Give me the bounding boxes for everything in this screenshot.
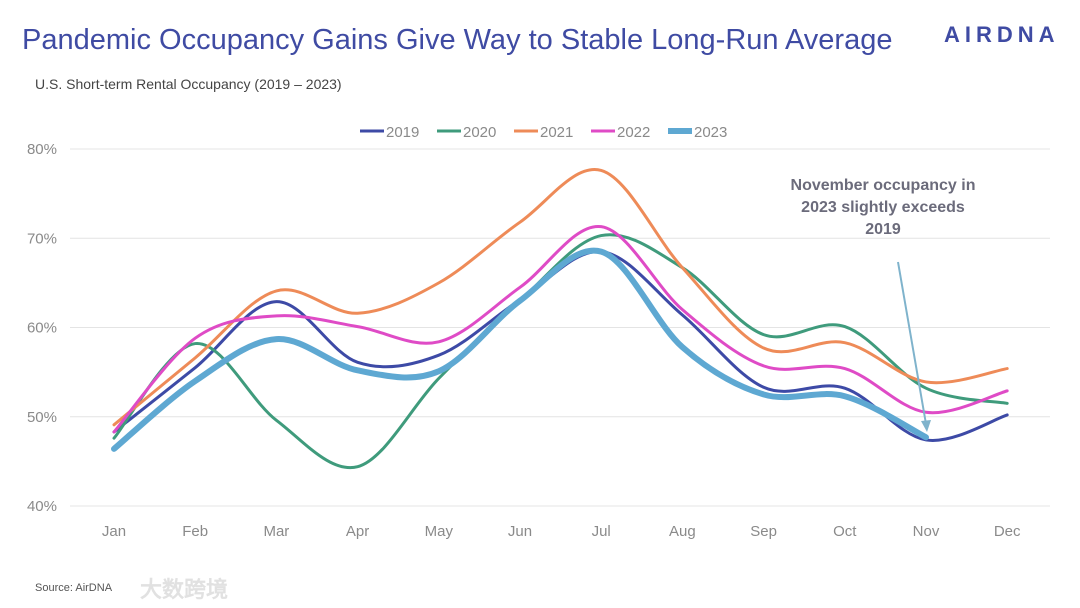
annotation-text: 2023 slightly exceeds [801,199,965,216]
series-line-2023 [111,247,929,452]
x-tick-label: Jul [592,523,611,540]
x-tick-label: Dec [994,523,1021,540]
x-tick-label: Mar [263,523,289,540]
source-note: Source: AirDNA [35,582,113,594]
x-tick-label: May [425,523,454,540]
x-tick-label: Sep [750,523,777,540]
annotation-arrow [897,261,927,425]
chart-subtitle: U.S. Short-term Rental Occupancy (2019 –… [35,76,342,92]
legend-label-2021: 2021 [540,124,573,141]
x-tick-label: Jan [102,523,126,540]
x-tick-label: Aug [669,523,696,540]
y-tick-label: 40% [27,498,57,515]
airdna-logo: AIRDNA [944,22,1060,47]
legend-label-2019: 2019 [386,124,419,141]
y-tick-label: 70% [27,230,57,247]
x-tick-label: Feb [182,523,208,540]
watermark: 大数跨境 [140,577,229,602]
annotation-arrowhead [921,420,931,432]
y-tick-label: 50% [27,409,57,426]
y-tick-label: 60% [27,320,57,337]
annotation-text: November occupancy in [791,177,976,194]
x-tick-label: Jun [508,523,532,540]
x-tick-label: Nov [913,523,940,540]
legend-label-2023: 2023 [694,124,727,141]
page-title: Pandemic Occupancy Gains Give Way to Sta… [22,24,893,56]
x-tick-label: Oct [833,523,857,540]
series-line-2021 [112,168,1009,427]
x-tick-label: Apr [346,523,369,540]
series-line-2022 [112,225,1009,434]
annotation-text: 2019 [865,221,901,238]
legend-label-2020: 2020 [463,124,496,141]
y-tick-label: 80% [27,141,57,158]
legend-label-2022: 2022 [617,124,650,141]
